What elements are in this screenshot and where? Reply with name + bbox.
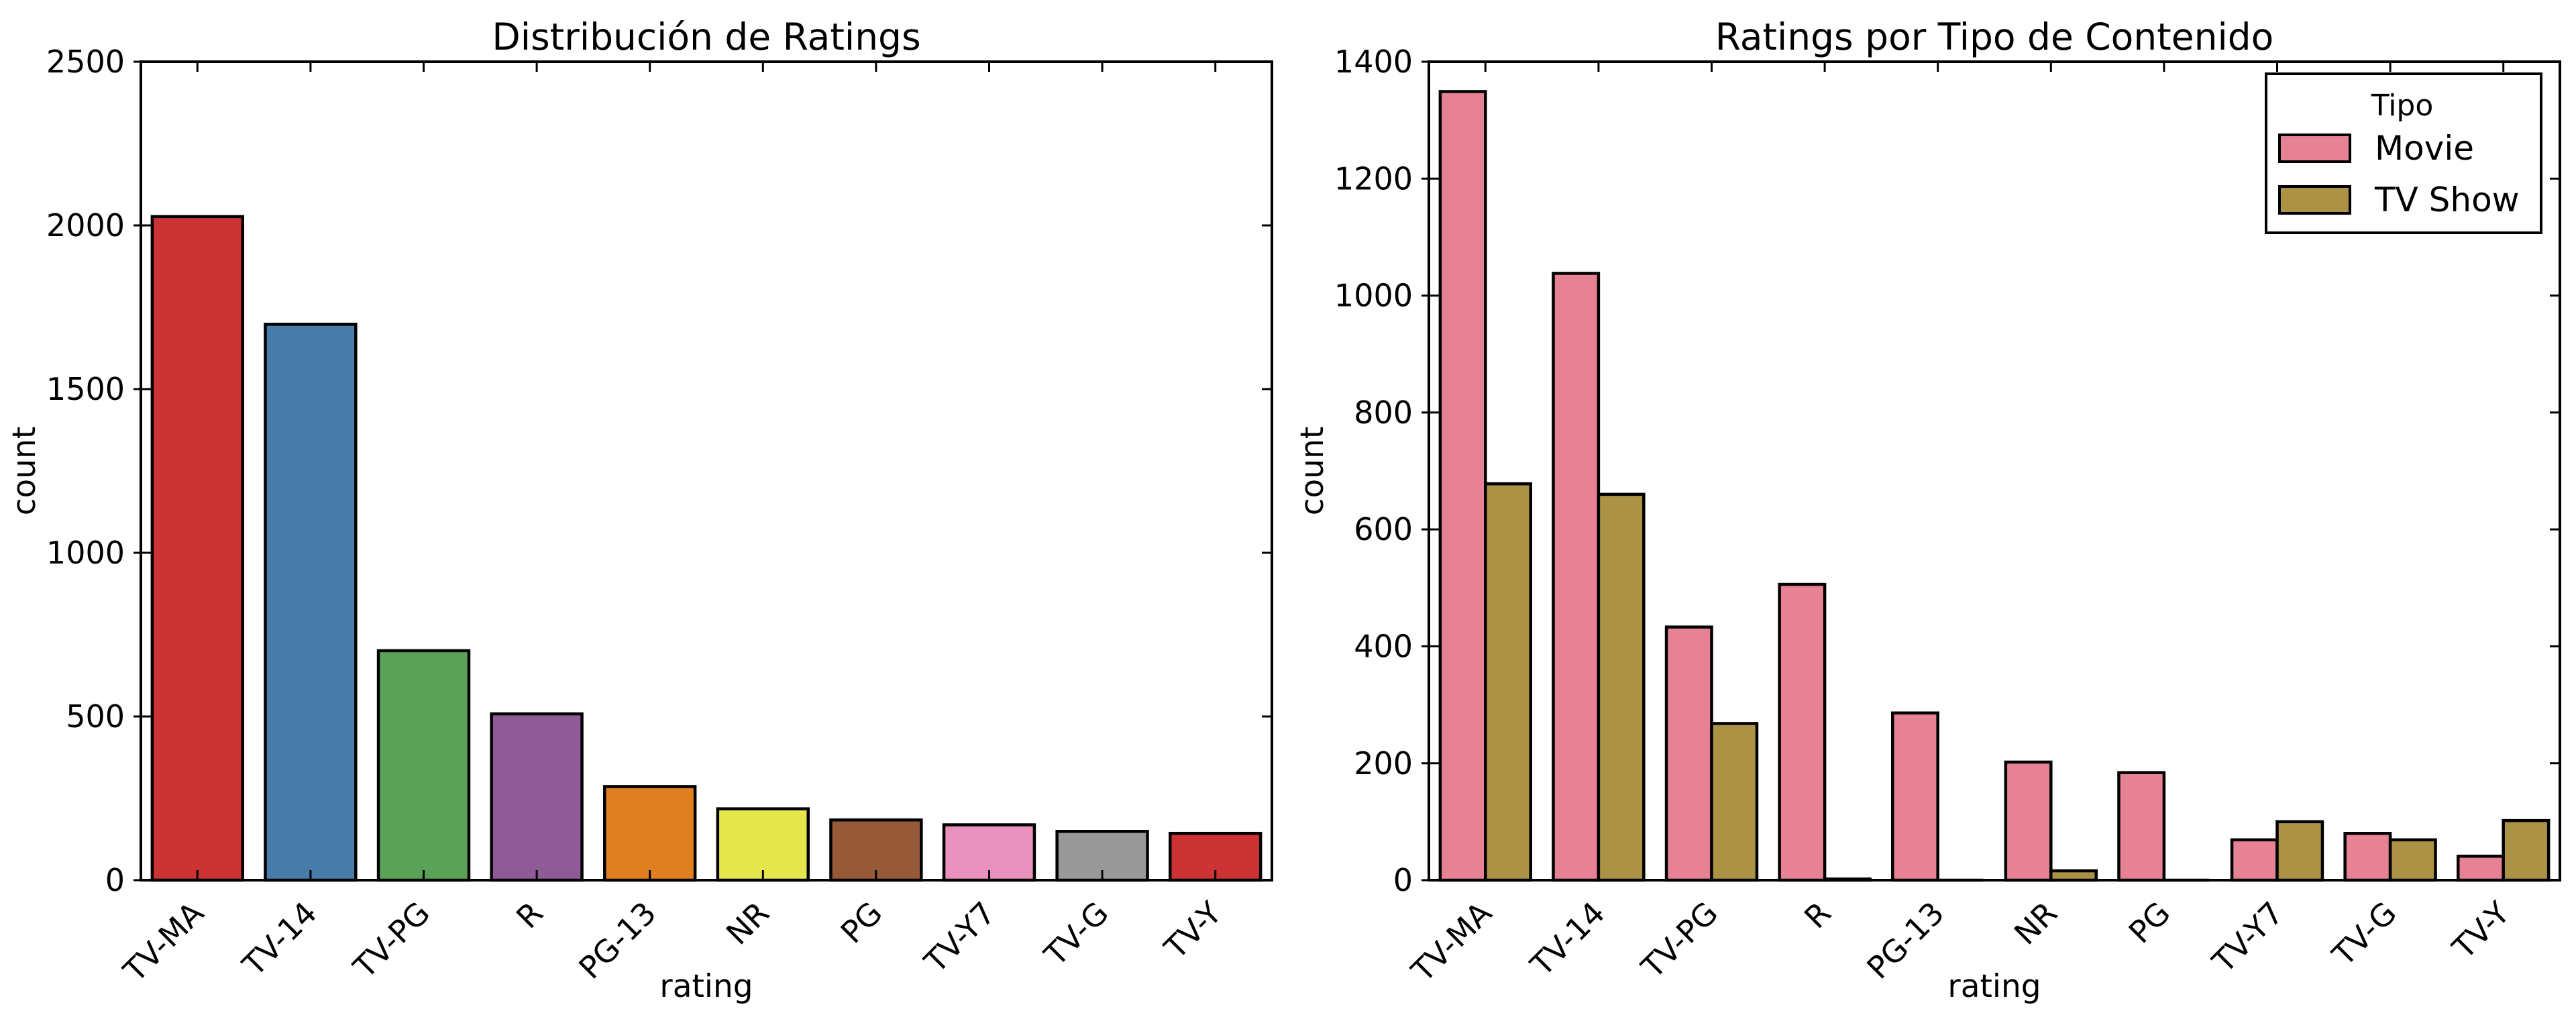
y-axis-label: count bbox=[6, 427, 43, 516]
bar-TV-Y-movie bbox=[2457, 855, 2505, 882]
x-tick-label: NR bbox=[719, 895, 776, 952]
bar-TV-PG bbox=[376, 649, 471, 882]
chart-title: Distribución de Ratings bbox=[492, 15, 920, 58]
x-tick-label: TV-Y7 bbox=[2205, 895, 2291, 981]
x-tick-label: TV-G bbox=[2325, 895, 2404, 973]
y-tick-label: 500 bbox=[66, 698, 125, 735]
y-tick-label: 0 bbox=[1393, 862, 1413, 898]
bar-PG-movie bbox=[2117, 771, 2166, 882]
bar-TV-PG-movie bbox=[1664, 625, 1713, 882]
legend-swatch-movie bbox=[2278, 134, 2351, 163]
legend: Tipo Movie TV Show bbox=[2265, 72, 2542, 234]
y-tick-label: 1000 bbox=[1334, 278, 1413, 314]
chart-canvas: 0 200 400 600 800 1000 1200 1400 TV-MA TV-14 TV-PG… bbox=[1294, 15, 2561, 1005]
bar-R bbox=[490, 712, 584, 882]
plot-border bbox=[140, 60, 1273, 882]
y-tick-label: 1500 bbox=[46, 371, 125, 407]
x-tick-label: PG-13 bbox=[572, 895, 663, 986]
plot-border bbox=[1428, 60, 2561, 882]
y-tick-label: 200 bbox=[1354, 745, 1413, 782]
bar-TV-MA-movie bbox=[1438, 90, 1487, 882]
x-tick-label: TV-MA bbox=[1404, 894, 1499, 990]
y-tick-label: 400 bbox=[1354, 629, 1413, 665]
bars-group bbox=[150, 215, 1263, 882]
x-tick-label: PG bbox=[834, 895, 890, 951]
bar-TV-MA bbox=[150, 215, 244, 882]
bar-PG-13 bbox=[603, 785, 697, 882]
bar-TV-Y-tv-show bbox=[2502, 818, 2551, 882]
bar-TV-14-movie bbox=[1552, 272, 1601, 882]
legend-title: Tipo bbox=[2371, 89, 2434, 123]
y-tick-label: 600 bbox=[1354, 511, 1413, 547]
x-tick-label: TV-G bbox=[1037, 895, 1116, 973]
y-tick-label: 2500 bbox=[46, 44, 125, 80]
bar-TV-G-tv-show bbox=[2388, 838, 2437, 882]
chart-title: Ratings por Tipo de Contenido bbox=[1715, 15, 2274, 58]
x-tick-label: TV-Y bbox=[2445, 894, 2517, 966]
x-axis-label: rating bbox=[1947, 968, 2041, 1005]
x-tick-label: TV-PG bbox=[346, 895, 437, 986]
bar-R-movie bbox=[1778, 582, 1827, 882]
ratings-distribution-bar-chart: 0 500 1000 1500 2000 2500 TV-MA TV-14 TV-PG R PG-1… bbox=[6, 15, 1273, 1005]
bar-TV-Y7-tv-show bbox=[2275, 820, 2324, 882]
y-axis-label: count bbox=[1294, 427, 1331, 516]
bar-NR bbox=[716, 807, 810, 882]
x-tick-label: TV-Y bbox=[1157, 894, 1229, 966]
x-tick-label: R bbox=[1797, 895, 1838, 936]
x-tick-label: PG bbox=[2122, 895, 2178, 951]
y-tick-label: 2000 bbox=[46, 207, 125, 244]
x-tick-label: TV-Y7 bbox=[917, 895, 1003, 981]
y-tick-label: 1000 bbox=[46, 535, 125, 571]
bar-NR-tv-show bbox=[2049, 869, 2098, 882]
chart-canvas: 0 500 1000 1500 2000 2500 TV-MA TV-14 TV-PG R PG-1… bbox=[6, 15, 1273, 1005]
bar-TV-Y7-movie bbox=[2230, 838, 2279, 882]
x-axis-label: rating bbox=[659, 968, 753, 1005]
x-tick-label: TV-PG bbox=[1634, 895, 1725, 986]
bar-TV-MA-tv-show bbox=[1484, 482, 1532, 882]
bar-TV-G-movie bbox=[2343, 832, 2392, 882]
bar-NR-movie bbox=[2004, 760, 2053, 882]
bars-group bbox=[1438, 90, 2551, 882]
x-tick-label: NR bbox=[2007, 895, 2064, 952]
x-tick-label: TV-MA bbox=[116, 894, 211, 990]
x-tick-label: TV-14 bbox=[1523, 895, 1611, 983]
legend-label-movie: Movie bbox=[2375, 129, 2474, 168]
bar-TV-14-tv-show bbox=[1597, 492, 1646, 882]
ratings-by-type-grouped-bar-chart: 0 200 400 600 800 1000 1200 1400 TV-MA TV-14 TV-PG… bbox=[1288, 0, 2576, 1013]
x-tick-label: R bbox=[509, 895, 550, 936]
y-tick-label: 1200 bbox=[1334, 160, 1413, 197]
y-tick-label: 800 bbox=[1354, 394, 1413, 431]
bar-TV-PG-tv-show bbox=[1710, 722, 1759, 882]
x-tick-label: PG-13 bbox=[1860, 895, 1951, 986]
legend-label-tv-show: TV Show bbox=[2374, 180, 2520, 219]
bar-PG-13-movie bbox=[1891, 711, 1939, 882]
legend-swatch-tv-show bbox=[2278, 185, 2351, 215]
y-tick-label: 0 bbox=[105, 862, 125, 898]
y-tick-label: 1400 bbox=[1334, 44, 1413, 80]
bar-TV-14 bbox=[264, 323, 358, 882]
x-tick-label: TV-14 bbox=[235, 895, 323, 983]
